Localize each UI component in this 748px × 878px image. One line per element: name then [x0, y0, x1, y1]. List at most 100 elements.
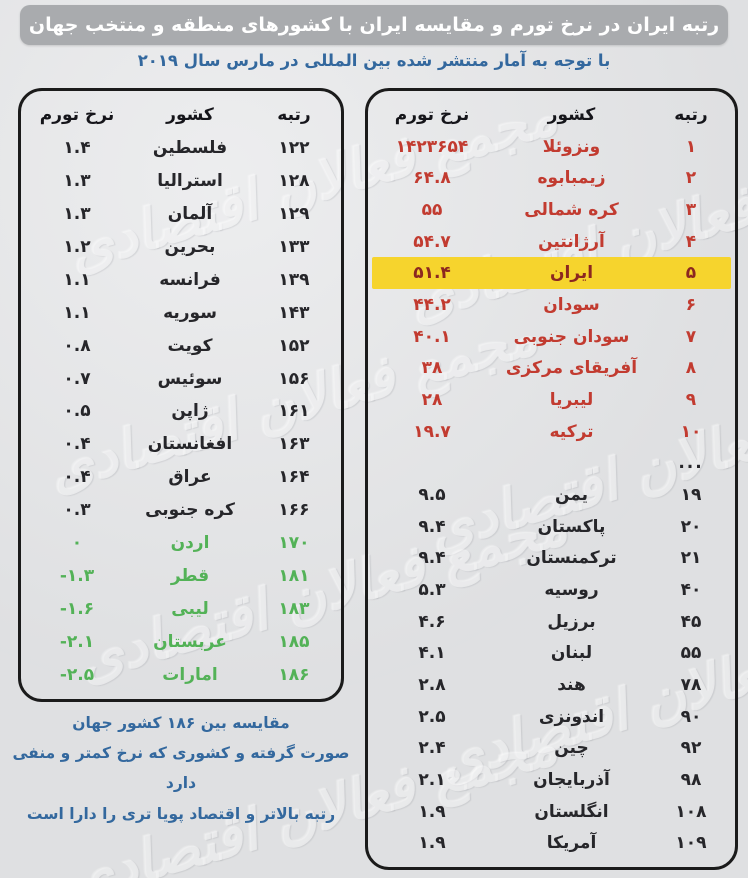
rate-cell: ۰.۵ — [63, 401, 91, 422]
country-cell: آلمان — [167, 204, 213, 225]
table-row: ۳ کره شمالی ۵۵ — [372, 194, 731, 226]
country-cell: انگلستان — [534, 801, 609, 822]
rank-cell: ۲ — [685, 168, 697, 189]
rank-cell: ۹۸ — [680, 769, 702, 790]
column-header-rank: رتبه — [674, 104, 708, 125]
rank-cell: ۱۰ — [680, 421, 702, 442]
rate-cell: ۱۹.۷ — [413, 421, 451, 442]
table-row: ۱۰۹ آمریکا ۱.۹ — [372, 827, 731, 859]
rate-cell: ۱.۱ — [63, 302, 91, 323]
table-row: ۱۲۸ استرالیا ۱.۳ — [25, 165, 337, 198]
table-row: ۱۵۲ کویت ۰.۸ — [25, 329, 337, 362]
country-cell: یمن — [554, 484, 589, 505]
table-row: ۷۸ هند ۲.۸ — [372, 669, 731, 701]
rate-cell: -۲.۱ — [59, 631, 95, 652]
rate-cell: ۲۸ — [421, 389, 443, 410]
country-cell: امارات — [162, 664, 218, 685]
rank-cell: ۹۲ — [680, 738, 702, 759]
table-row: ۱۸۱ قطر -۱.۳ — [25, 559, 337, 592]
table-row: ۱۶۶ کره جنوبی ۰.۳ — [25, 494, 337, 527]
rank-cell: ۱۵۲ — [278, 335, 310, 356]
rank-cell: ۷۸ — [680, 674, 702, 695]
rank-cell: ۴ — [685, 231, 697, 252]
rate-cell: ۹.۵ — [418, 484, 446, 505]
country-cell: لیبی — [171, 598, 209, 619]
country-cell: ترکمنستان — [526, 548, 617, 569]
rank-cell: ۱۶۶ — [278, 500, 310, 521]
rank-cell: ۸ — [685, 358, 697, 379]
rank-cell: ۱۲۹ — [278, 204, 310, 225]
rank-cell: ۲۱ — [680, 548, 702, 569]
table-row: ۴۵ برزیل ۴.۶ — [372, 606, 731, 638]
table-row: ۱۹ یمن ۹.۵ — [372, 479, 731, 511]
table-row: ۲۰ پاکستان ۹.۴ — [372, 511, 731, 543]
table-row: ۱۲۹ آلمان ۱.۳ — [25, 198, 337, 231]
rank-cell: ۱۵۶ — [278, 368, 310, 389]
table-row: ۱۰۸ انگلستان ۱.۹ — [372, 796, 731, 828]
column-header-rate: نرخ تورم — [394, 104, 470, 125]
table-row: ۹۲ چین ۲.۴ — [372, 732, 731, 764]
rank-cell: ۱۰۸ — [675, 801, 707, 822]
rank-cell: ۱۸۶ — [278, 664, 310, 685]
rate-cell: ۰.۴ — [63, 467, 91, 488]
rate-cell: -۲.۵ — [59, 664, 95, 685]
column-header-country: کشور — [547, 104, 596, 125]
country-cell: سوریه — [163, 302, 217, 323]
table-row: ... — [372, 447, 731, 479]
table-row: ۷ سودان جنوبی ۴۰.۱ — [372, 321, 731, 353]
column-header-rate: نرخ تورم — [39, 105, 115, 126]
rate-cell: ۱.۹ — [418, 801, 446, 822]
table-row: ۵۵ لبنان ۴.۱ — [372, 637, 731, 669]
table-row: ۱ ونزوئلا ۱۴۲۳۶۵۴ — [372, 131, 731, 163]
table-row: ۹۸ آذربایجان ۲.۱ — [372, 764, 731, 796]
country-cell: کره شمالی — [524, 199, 619, 220]
country-cell: آرژانتین — [538, 231, 605, 252]
rank-cell: ۱۷۰ — [278, 533, 310, 554]
country-cell: اردن — [170, 533, 210, 554]
rate-cell: ۵.۳ — [418, 579, 446, 600]
country-cell: چین — [554, 738, 589, 759]
rank-cell: ۴۵ — [680, 611, 702, 632]
rate-cell: -۱.۳ — [59, 565, 95, 586]
country-cell: هند — [557, 674, 586, 695]
rank-cell: ۴۰ — [680, 579, 702, 600]
rate-cell: ۰ — [71, 533, 83, 554]
table-row: ۴۰ روسیه ۵.۳ — [372, 574, 731, 606]
country-cell: فرانسه — [159, 269, 221, 290]
table-header-row: رتبه کشور نرخ تورم — [25, 99, 337, 132]
table-row: ۱۶۴ عراق ۰.۴ — [25, 461, 337, 494]
column-header-country: کشور — [166, 105, 214, 126]
table-row: ۱۶۳ افغانستان ۰.۴ — [25, 428, 337, 461]
rank-cell: ۱۲۸ — [278, 171, 310, 192]
country-cell: لیبریا — [549, 389, 594, 410]
rank-cell: ۷ — [685, 326, 697, 347]
country-cell: استرالیا — [157, 171, 223, 192]
country-cell: لبنان — [550, 643, 593, 664]
rank-cell: ۱۹ — [680, 484, 702, 505]
rank-cell: ۱۴۳ — [278, 302, 310, 323]
rank-cell: ۱۲۲ — [278, 138, 310, 159]
rank-cell: ... — [678, 453, 704, 474]
rate-cell: ۹.۴ — [418, 516, 446, 537]
country-cell: قطر — [170, 565, 210, 586]
rate-cell: ۰.۷ — [63, 368, 91, 389]
rate-cell: ۱.۴ — [63, 138, 91, 159]
rate-cell: ۰.۸ — [63, 335, 91, 356]
rank-cell: ۱۶۳ — [278, 434, 310, 455]
rate-cell: ۵۵ — [421, 199, 443, 220]
page-subtitle: با توجه به آمار منتشر شده بین المللی در … — [137, 51, 611, 70]
table-row: ۱۸۶ امارات -۲.۵ — [25, 658, 337, 691]
rank-cell: ۱۰۹ — [675, 833, 707, 854]
table-row: ۸ آفریقای مرکزی ۳۸ — [372, 352, 731, 384]
rank-cell: ۲۰ — [680, 516, 702, 537]
table-header-row: رتبه کشور نرخ تورم — [372, 99, 731, 131]
rate-cell: ۹.۴ — [418, 548, 446, 569]
rate-cell: ۳۸ — [421, 358, 443, 379]
country-cell: فلسطین — [152, 138, 228, 159]
rank-cell: ۱۶۱ — [278, 401, 310, 422]
rank-cell: ۱۸۱ — [278, 565, 310, 586]
table-row: ۱۴۳ سوریه ۱.۱ — [25, 296, 337, 329]
country-cell: آذربایجان — [533, 769, 610, 790]
country-cell: ترکیه — [549, 421, 594, 442]
